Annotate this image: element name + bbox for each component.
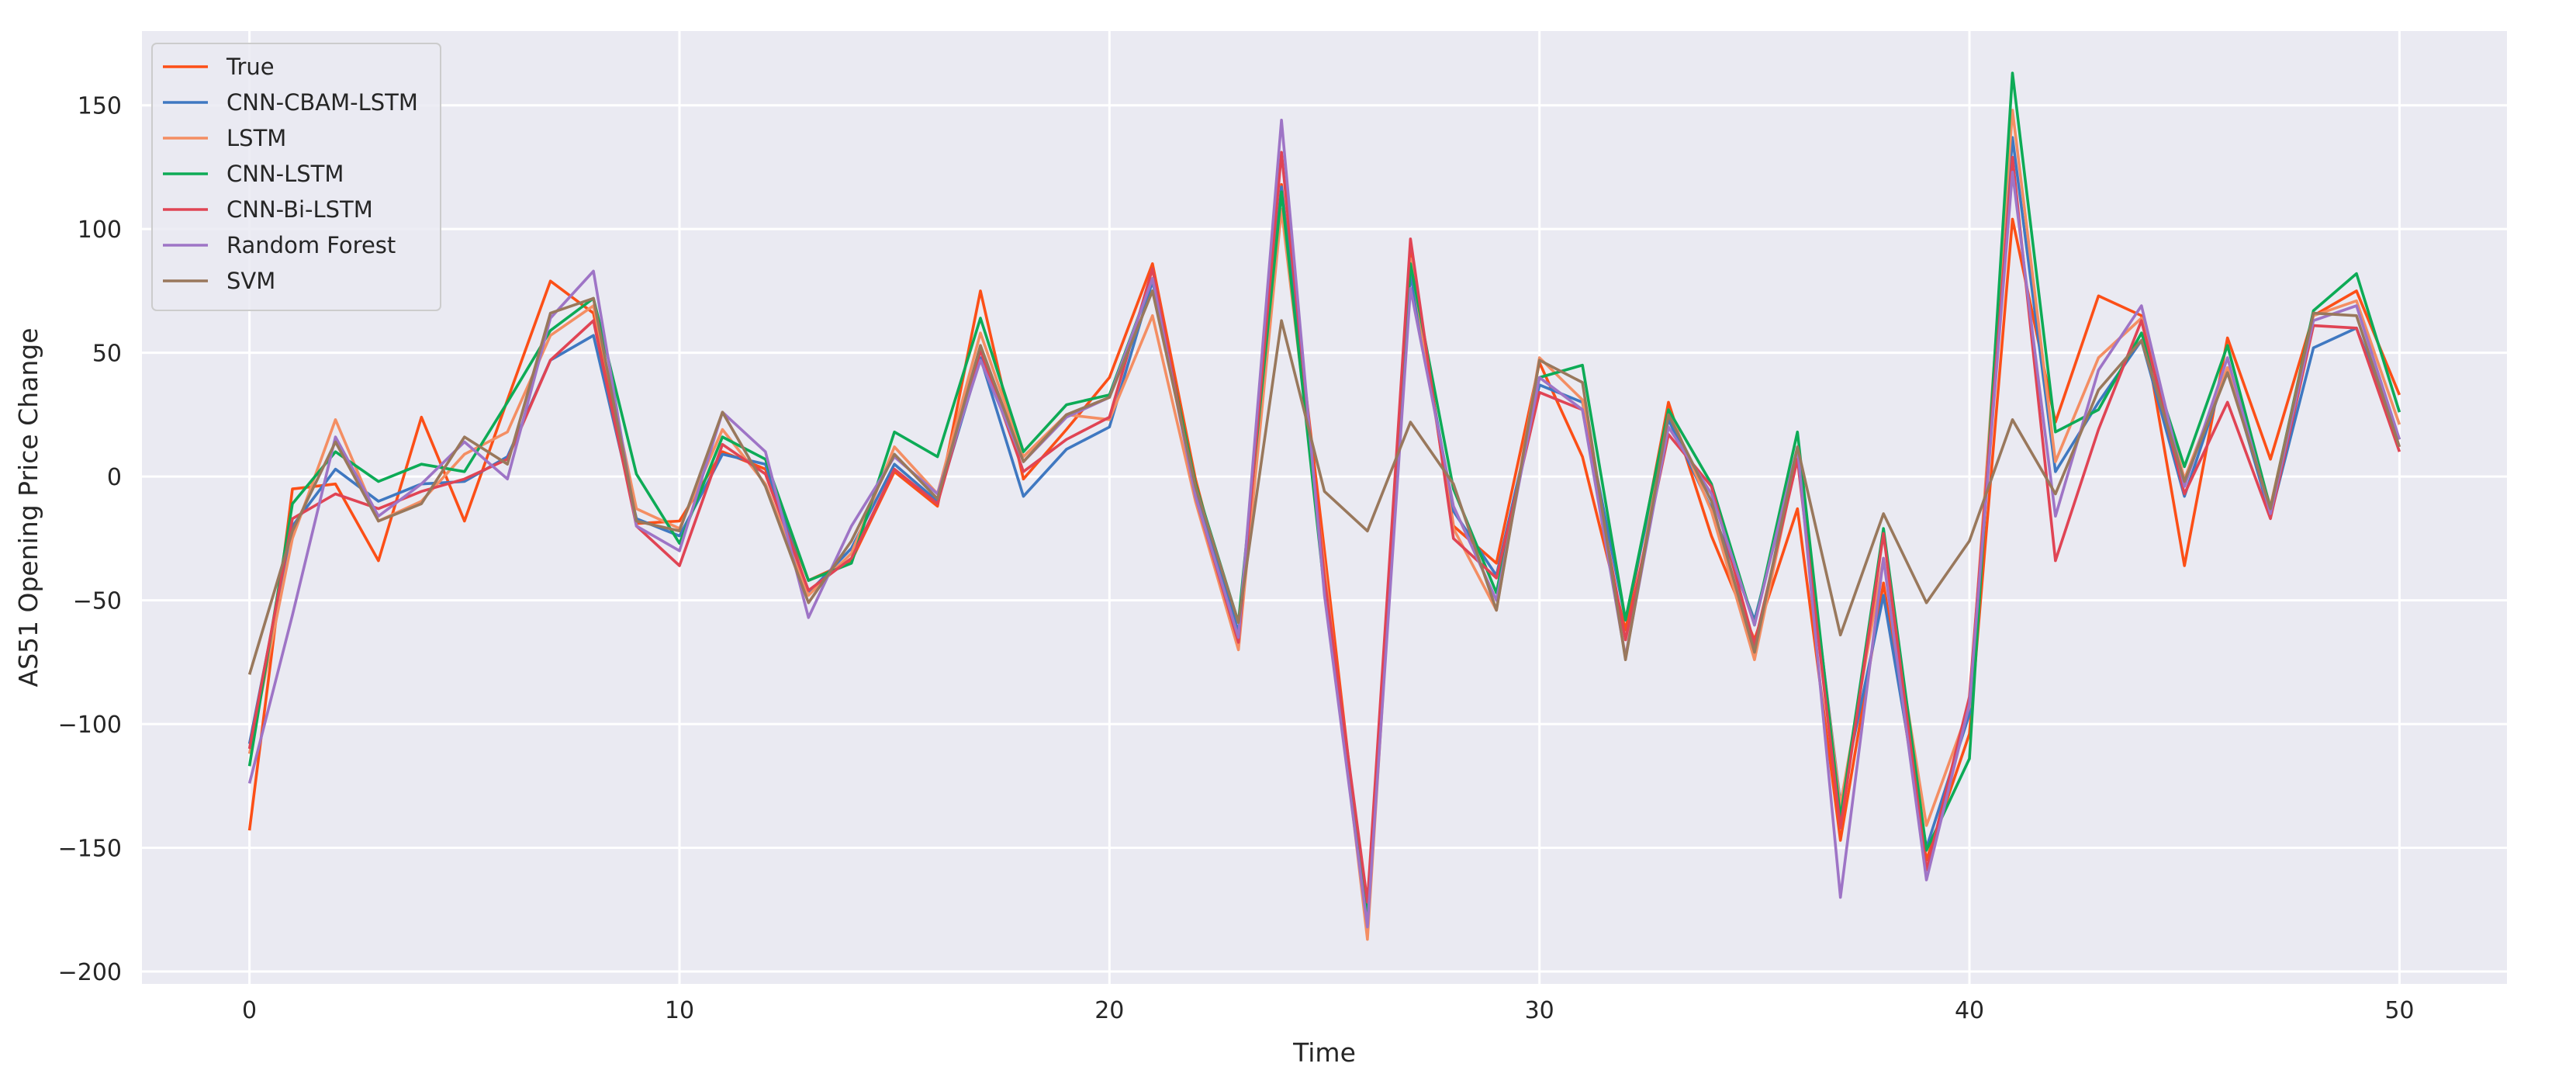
y-tick-label: 0: [107, 464, 122, 491]
series-line-random-forest: [247, 119, 2401, 929]
x-tick-label: 40: [1955, 997, 1984, 1024]
legend-entry: True: [226, 54, 275, 80]
series-line-svm: [247, 289, 2401, 675]
legend-entry: CNN-LSTM: [226, 161, 344, 187]
legend-entry: LSTM: [226, 125, 286, 151]
y-tick-label: −150: [58, 836, 122, 863]
legend-entry: CNN-Bi-LSTM: [226, 196, 373, 223]
x-tick-label: 20: [1094, 997, 1124, 1024]
legend-entry: SVM: [226, 268, 275, 294]
x-tick-label: 0: [242, 997, 257, 1024]
x-tick-label: 50: [2384, 997, 2414, 1024]
y-tick-label: −50: [73, 588, 122, 615]
x-tick-label: 30: [1525, 997, 1554, 1024]
tick-labels: 0 10 20 30 40 50 −200 −150 −100 −50 0 50 100 150: [58, 93, 2415, 1024]
legend-entry: Random Forest: [226, 232, 396, 258]
y-tick-label: −200: [58, 959, 122, 986]
plot-background: [142, 31, 2507, 984]
legend-box: [151, 43, 441, 311]
legend: True CNN-CBAM-LSTM LSTM CNN-LSTM CNN-Bi-LSTM…: [151, 43, 441, 311]
y-tick-label: 50: [92, 341, 122, 368]
y-tick-label: −100: [58, 712, 122, 739]
series-line-cnn-bi-lstm: [247, 151, 2401, 904]
y-tick-label: 100: [78, 216, 122, 244]
legend-entry: CNN-CBAM-LSTM: [226, 89, 418, 116]
x-axis-label: Time: [1292, 1037, 1356, 1068]
y-tick-label: 150: [78, 93, 122, 120]
series-lines: [247, 71, 2401, 941]
y-axis-label: AS51 Opening Price Change: [13, 328, 43, 688]
x-tick-label: 10: [665, 997, 694, 1024]
